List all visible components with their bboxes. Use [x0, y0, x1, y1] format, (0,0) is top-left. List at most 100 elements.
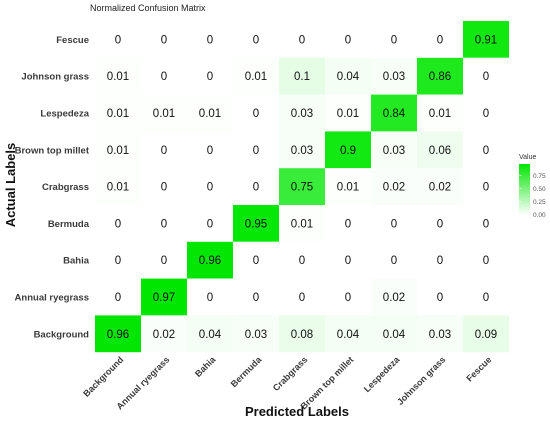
cell-value-label: 0 — [253, 182, 259, 194]
cell-value-label: 0 — [253, 145, 259, 157]
heatmap-cell — [371, 131, 417, 169]
heatmap-cell — [279, 315, 325, 353]
heatmap-cell — [141, 131, 187, 169]
cell-value-label: 0.96 — [199, 255, 221, 267]
heatmap-cell — [371, 315, 417, 353]
heatmap-cell — [233, 21, 279, 58]
heatmap-cell — [279, 57, 325, 95]
heatmap-cell — [463, 278, 509, 316]
heatmap-cell — [371, 94, 417, 132]
heatmap-cell — [325, 168, 371, 205]
heatmap-cell — [325, 205, 371, 242]
heatmap-cell — [417, 131, 463, 169]
heatmap-cell — [279, 94, 325, 132]
cell-value-label: 0 — [115, 218, 121, 230]
y-tick-labels: Fescue Johnson grass Lespedeza Brown top mi… — [15, 35, 90, 340]
cell-value-label: 0 — [253, 255, 259, 267]
cell-value-label: 0.75 — [291, 182, 313, 194]
cell-value-label: 0.04 — [337, 329, 360, 341]
x-tick-label-bermuda: Bermuda — [229, 354, 264, 389]
heatmap-cell — [417, 57, 463, 95]
heatmap-cell — [187, 241, 233, 279]
cell-value-label: 0 — [299, 255, 305, 267]
cell-value-label: 0.01 — [291, 218, 313, 230]
cell-value-label: 0.02 — [383, 292, 405, 304]
x-tick-label-crabgrass: Crabgrass — [271, 355, 310, 394]
heatmap-cell — [463, 21, 509, 58]
legend-color-bar — [519, 164, 530, 215]
cell-value-label: 0.03 — [291, 145, 313, 157]
legend-tick-label: 0.50 — [533, 186, 546, 193]
x-tick-label-fescue: Fescue — [464, 355, 493, 384]
heatmap-cell — [95, 21, 141, 58]
x-tick-label-background: Background — [81, 355, 125, 399]
heatmap-cell — [187, 21, 233, 58]
cell-value-label: 0.02 — [429, 182, 451, 194]
heatmap-cells: 0 0 0 0 0 0 0 0 0.91 0.01 0 0 0.01 0.1 0.04 0.03 0.86 0 0.… — [95, 21, 509, 353]
heatmap-cell — [141, 168, 187, 205]
cell-value-label: 0 — [207, 145, 213, 157]
cell-value-label: 0.03 — [383, 71, 405, 83]
cell-value-label: 0.01 — [199, 108, 221, 120]
heatmap-cell — [463, 205, 509, 242]
legend-tick-label: 0.75 — [533, 173, 546, 180]
heatmap-cell — [233, 241, 279, 279]
heatmap-cell — [325, 57, 371, 95]
heatmap-cell — [233, 57, 279, 95]
cell-value-label: 0.01 — [337, 182, 359, 194]
cell-value-label: 0 — [483, 145, 489, 157]
x-tick-label-bahia: Bahia — [193, 354, 218, 379]
heatmap-cell — [371, 278, 417, 316]
y-tick-label-brown-top-millet: Brown top millet — [15, 145, 90, 156]
cell-value-label: 0 — [437, 292, 443, 304]
cell-value-label: 0 — [207, 182, 213, 194]
cell-value-label: 0 — [345, 292, 351, 304]
heatmap-cell — [279, 241, 325, 279]
cell-value-label: 0.03 — [429, 329, 451, 341]
heatmap-cell — [417, 278, 463, 316]
cell-value-label: 0 — [483, 71, 489, 83]
chart-title: Normalized Confusion Matrix — [90, 3, 206, 13]
heatmap-cell — [141, 21, 187, 58]
heatmap-cell — [417, 205, 463, 242]
cell-value-label: 0 — [253, 108, 259, 120]
cell-value-label: 0 — [483, 182, 489, 194]
heatmap-cell — [187, 278, 233, 316]
y-axis-title: Actual Labels — [3, 143, 18, 228]
cell-value-label: 0.01 — [429, 108, 451, 120]
cell-value-label: 0 — [437, 218, 443, 230]
cell-value-label: 0.95 — [245, 218, 267, 230]
cell-value-label: 0.04 — [199, 329, 222, 341]
heatmap-cell — [141, 278, 187, 316]
heatmap-cell — [95, 168, 141, 205]
heatmap-cell — [463, 94, 509, 132]
cell-value-label: 0.86 — [429, 71, 451, 83]
heatmap-cell — [95, 57, 141, 95]
cell-value-label: 0.01 — [337, 108, 359, 120]
heatmap-cell — [233, 278, 279, 316]
y-tick-label-bermuda: Bermuda — [48, 219, 90, 230]
heatmap-cell — [463, 241, 509, 279]
cell-value-label: 0 — [483, 255, 489, 267]
cell-value-label: 0 — [161, 71, 167, 83]
cell-value-label: 0.08 — [291, 329, 313, 341]
heatmap-cell — [95, 241, 141, 279]
y-tick-label-johnson-grass: Johnson grass — [21, 72, 89, 83]
x-axis-title: Predicted Labels — [245, 404, 349, 419]
y-tick-label-bahia: Bahia — [63, 256, 90, 267]
heatmap-cell — [325, 241, 371, 279]
cell-value-label: 0 — [207, 218, 213, 230]
cell-value-label: 0.02 — [153, 329, 175, 341]
cell-value-label: 0.06 — [429, 145, 451, 157]
heatmap-cell — [233, 131, 279, 169]
heatmap-cell — [417, 241, 463, 279]
cell-value-label: 0 — [299, 292, 305, 304]
heatmap-cell — [187, 94, 233, 132]
cell-value-label: 0 — [391, 218, 397, 230]
legend-ticks: 0.75 0.50 0.25 0.00 — [519, 173, 546, 219]
cell-value-label: 0 — [115, 292, 121, 304]
heatmap-cell — [141, 315, 187, 353]
cell-value-label: 0 — [161, 145, 167, 157]
cell-value-label: 0.01 — [153, 108, 175, 120]
